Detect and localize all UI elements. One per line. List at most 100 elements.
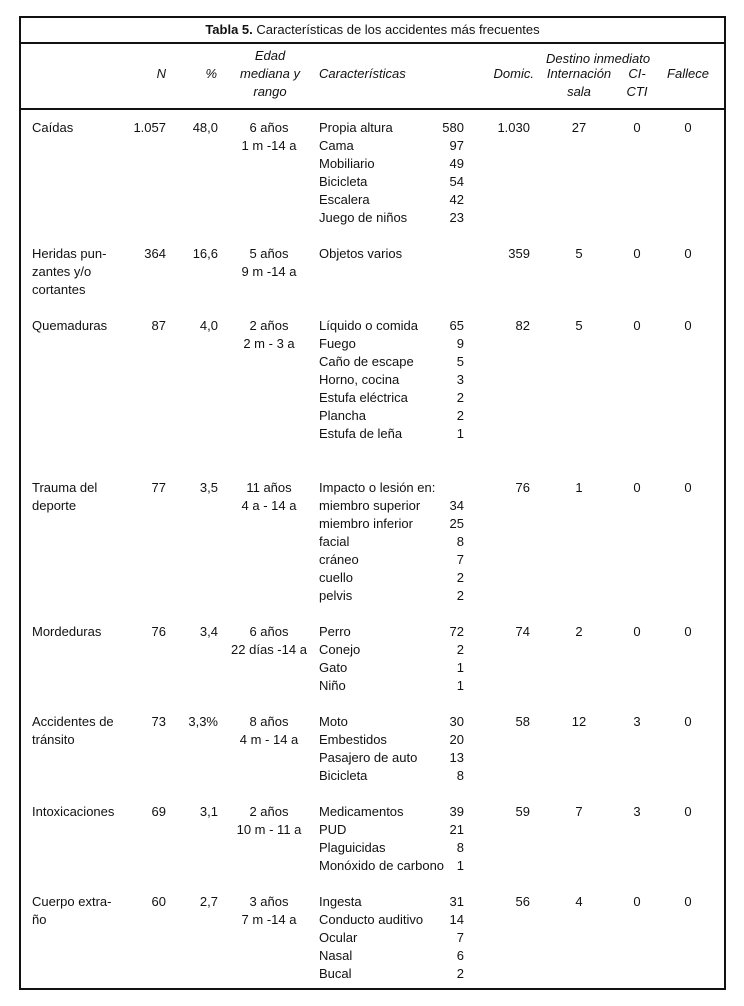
cell-n: 364 xyxy=(144,246,166,261)
characteristic-label: Perro xyxy=(319,624,351,639)
characteristic-label: Cama xyxy=(319,138,354,153)
characteristic-label: Plaguicidas xyxy=(319,840,386,855)
row-name: deporte xyxy=(32,498,77,513)
characteristic-label: Plancha xyxy=(319,408,366,423)
header-destino: Destino inmediato xyxy=(546,51,651,66)
cell-cti: 0 xyxy=(633,624,641,639)
row-name: Cuerpo extra- xyxy=(32,894,112,909)
cell-internacion: 5 xyxy=(575,318,583,333)
characteristic-count: 2 xyxy=(456,408,464,423)
characteristic-count: 31 xyxy=(449,894,464,909)
header-cti: CI- CTI xyxy=(620,65,654,101)
cell-internacion: 2 xyxy=(575,624,583,639)
row-name: Intoxicaciones xyxy=(32,804,115,819)
cell-n: 69 xyxy=(151,804,166,819)
header-cti-line: CTI xyxy=(626,84,648,99)
row-name: zantes y/o xyxy=(32,264,92,279)
cell-age: 6 años xyxy=(249,624,289,639)
cell-age: 10 m - 11 a xyxy=(236,822,302,837)
characteristic-label: Mobiliario xyxy=(319,156,375,171)
characteristic-count: 8 xyxy=(456,534,464,549)
characteristic-count: 42 xyxy=(449,192,464,207)
cell-age: 4 a - 14 a xyxy=(241,498,297,513)
cell-pct: 16,6 xyxy=(192,246,218,261)
characteristic-label: Conducto auditivo xyxy=(319,912,424,927)
characteristic-count: 39 xyxy=(449,804,464,819)
characteristic-count: 1 xyxy=(456,858,464,873)
cell-age: 22 días -14 a xyxy=(231,642,307,657)
characteristic-count: 21 xyxy=(449,822,464,837)
characteristic-count: 1 xyxy=(456,678,464,693)
cell-fallece: 0 xyxy=(684,246,692,261)
cell-age: 1 m -14 a xyxy=(241,138,297,153)
characteristic-label: Bicicleta xyxy=(319,174,368,189)
cell-age: 9 m -14 a xyxy=(241,264,297,279)
characteristic-label: Bucal xyxy=(319,966,352,981)
characteristic-label: cráneo xyxy=(319,552,359,567)
cell-cti: 3 xyxy=(633,714,641,729)
cell-fallece: 0 xyxy=(684,714,692,729)
cell-domic: 1.030 xyxy=(497,120,530,135)
header-age: Edad mediana y rango xyxy=(225,47,315,101)
characteristic-label: Medicamentos xyxy=(319,804,404,819)
characteristic-label: Fuego xyxy=(319,336,356,351)
characteristic-count: 13 xyxy=(449,750,464,765)
characteristic-count: 8 xyxy=(456,768,464,783)
characteristic-count: 30 xyxy=(449,714,464,729)
cell-internacion: 4 xyxy=(575,894,583,909)
characteristic-count: 9 xyxy=(456,336,464,351)
row-name: Caídas xyxy=(32,120,74,135)
cell-internacion: 27 xyxy=(571,120,587,135)
cell-domic: 76 xyxy=(515,480,530,495)
cell-age: 5 años xyxy=(249,246,289,261)
characteristic-label: Estufa eléctrica xyxy=(319,390,408,405)
characteristic-count: 2 xyxy=(456,390,464,405)
header-fallece: Fallece xyxy=(667,66,709,81)
row-name: tránsito xyxy=(32,732,75,747)
cell-pct: 3,5 xyxy=(199,480,218,495)
characteristic-label: PUD xyxy=(319,822,347,837)
header-internacion: Internación sala xyxy=(540,65,618,101)
characteristic-label: Ocular xyxy=(319,930,358,945)
header-age-line: rango xyxy=(253,84,287,99)
table-title: Tabla 5. Características de los accident… xyxy=(19,17,726,43)
cell-age: 6 años xyxy=(249,120,289,135)
cell-domic: 58 xyxy=(515,714,530,729)
cell-n: 73 xyxy=(151,714,166,729)
characteristic-count: 3 xyxy=(456,372,464,387)
characteristic-count: 20 xyxy=(449,732,464,747)
row-name: Heridas pun- xyxy=(32,246,107,261)
row-name: cortantes xyxy=(32,282,86,297)
characteristic-count: 65 xyxy=(449,318,464,333)
cell-pct: 2,7 xyxy=(199,894,218,909)
characteristic-label: pelvis xyxy=(319,588,353,603)
row-name: Trauma del xyxy=(32,480,98,495)
cell-fallece: 0 xyxy=(684,318,692,333)
characteristic-count: 14 xyxy=(449,912,464,927)
characteristic-label: miembro superior xyxy=(319,498,421,513)
characteristic-label: Pasajero de auto xyxy=(319,750,418,765)
cell-domic: 56 xyxy=(515,894,530,909)
characteristic-label: Objetos varios xyxy=(319,246,403,261)
cell-n: 76 xyxy=(151,624,166,639)
characteristic-count: 49 xyxy=(449,156,464,171)
characteristic-label: Embestidos xyxy=(319,732,387,747)
characteristic-count: 2 xyxy=(456,588,464,603)
cell-pct: 3,1 xyxy=(199,804,218,819)
cell-age: 11 años xyxy=(246,480,292,495)
characteristic-label: Propia altura xyxy=(319,120,393,135)
characteristic-label: miembro inferior xyxy=(319,516,413,531)
characteristic-label: Impacto o lesión en: xyxy=(319,480,436,495)
header-internacion-line: Internación xyxy=(546,66,612,81)
characteristic-label: Horno, cocina xyxy=(319,372,400,387)
characteristic-count: 2 xyxy=(456,570,464,585)
cell-age: 2 años xyxy=(249,804,289,819)
cell-age: 2 años xyxy=(249,318,289,333)
characteristic-count: 2 xyxy=(456,642,464,657)
table-label: Tabla 5. xyxy=(205,22,253,37)
header-n: N xyxy=(156,66,166,81)
cell-domic: 359 xyxy=(508,246,530,261)
characteristic-count: 2 xyxy=(456,966,464,981)
characteristic-label: facial xyxy=(319,534,350,549)
divider xyxy=(19,42,726,44)
